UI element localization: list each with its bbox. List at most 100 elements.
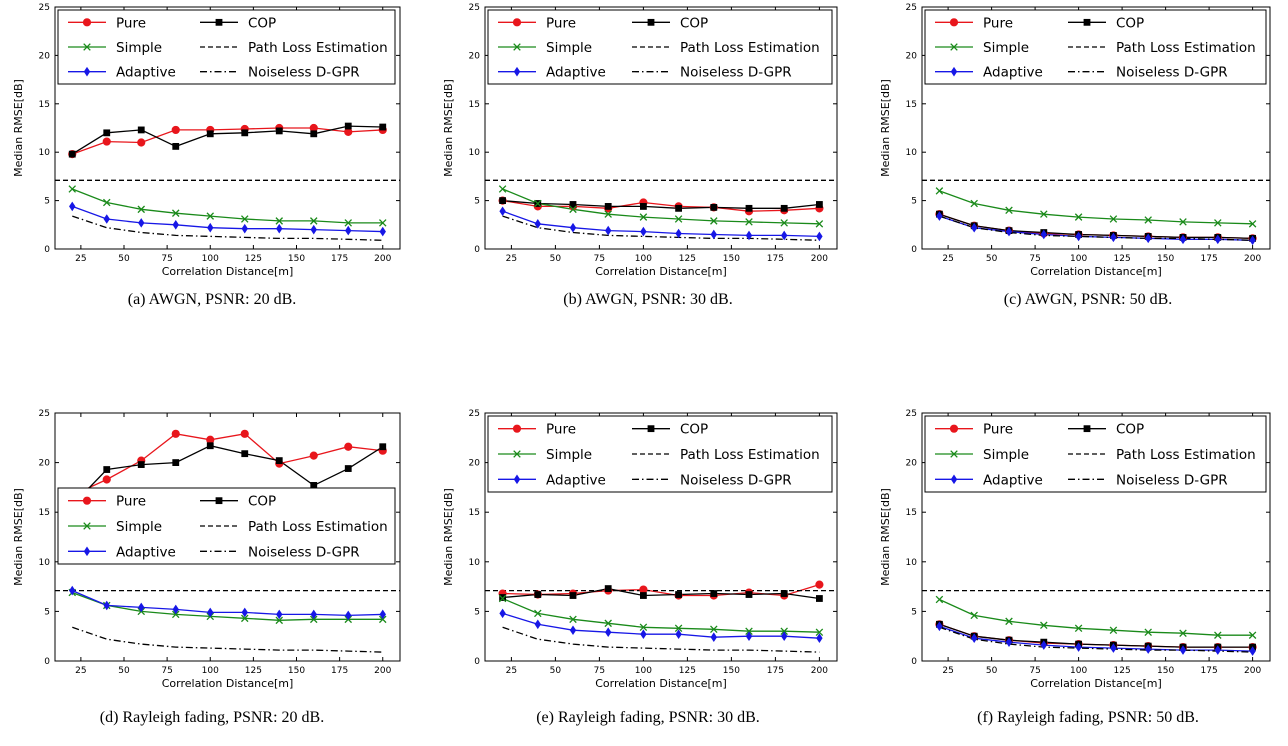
plot-frame [54,6,401,250]
series-line-cop [71,445,384,506]
data-point-adaptive [499,206,506,217]
legend: Pure COP Simple Path Loss Estimation Adaptiv… [924,9,1267,85]
x-tick-label: 200 [811,666,828,676]
x-tick-label: 150 [288,254,305,264]
x-tick-label: 175 [767,666,784,676]
data-point-cop [816,595,823,602]
y-tick-label: 0 [44,657,50,667]
data-point-cop [569,592,577,599]
y-tick-label: 10 [469,558,481,568]
x-tick-label: 25 [942,666,953,676]
data-point-adaptive [138,218,145,228]
series-line-adaptive [72,590,383,617]
legend-marker-adaptive [513,474,521,485]
series-line-simple [72,591,383,621]
data-point-cop [710,590,718,597]
data-point-adaptive [781,631,788,641]
x-tick-label: 50 [986,254,998,264]
data-point-adaptive [605,225,612,236]
y-tick-label: 10 [906,558,918,568]
x-tick-label: 200 [374,666,391,676]
legend: Pure COP Simple Path Loss Estimation Adaptiv… [57,9,396,85]
y-axis-label: Median RMSE[dB] [442,488,455,586]
series-line-adaptive [72,205,383,233]
data-point-simple [604,210,612,218]
legend-marker-pure [512,18,522,27]
data-point-simple [534,199,542,208]
series-group [922,179,1270,241]
figure-caption: (e) Rayleigh fading, PSNR: 30 dB. [536,709,760,726]
legend-label-noiseless: Noiseless D-GPR [680,472,792,488]
data-point-pure [102,137,111,146]
legend-marker-simple [513,43,521,51]
y-tick-label: 15 [39,508,50,518]
data-point-simple [1074,213,1083,221]
series-line-cop [939,623,1253,648]
legend-label-cop: COP [248,15,276,31]
data-point-cop [103,129,111,137]
data-point-pure [171,125,180,135]
data-point-cop [344,465,352,472]
data-point-cop [534,591,542,598]
legend-label-pathloss: Path Loss Estimation [248,519,388,535]
x-tick-label: 25 [506,666,517,676]
y-tick-label: 20 [39,459,51,469]
data-point-cop [344,122,352,130]
legend-marker-pure [82,496,92,505]
plot-frame [921,412,1271,662]
series-group [922,589,1270,653]
data-point-simple [1005,617,1013,626]
legend-label-pathloss: Path Loss Estimation [1116,40,1256,56]
data-point-cop [172,459,180,466]
x-axis-label: Correlation Distance[m] [162,265,294,278]
series-line-noiseless [939,215,1253,241]
data-point-adaptive [745,230,753,241]
y-tick-label: 5 [474,197,480,207]
legend-label-pure: Pure [116,15,146,31]
data-point-simple [780,627,788,635]
data-point-simple [780,219,788,227]
data-point-adaptive [640,226,647,237]
legend-label-cop: COP [248,494,276,510]
legend-label-pure: Pure [546,15,576,31]
legend-marker-cop [647,18,655,26]
data-point-simple [275,217,284,225]
legend-marker-adaptive [950,474,958,485]
data-point-adaptive [710,229,717,240]
legend-marker-cop [215,497,223,505]
data-point-adaptive [971,222,978,233]
legend-label-pure: Pure [546,422,576,438]
legend-label-cop: COP [680,422,708,438]
y-tick-label: 0 [474,245,480,255]
series-line-cop [502,587,820,600]
legend-label-pure: Pure [116,494,146,510]
x-tick-label: 25 [942,254,953,264]
data-point-adaptive [781,230,788,241]
y-axis-label: Median RMSE[dB] [879,488,892,586]
legend-label-noiseless: Noiseless D-GPR [680,65,792,81]
x-tick-label: 125 [245,254,262,264]
data-point-cop [569,201,577,208]
y-tick-label: 15 [906,508,917,518]
legend-label-noiseless: Noiseless D-GPR [248,544,360,560]
x-axis-label: Correlation Distance[m] [162,677,294,690]
data-point-cop [103,466,111,473]
data-point-adaptive [745,631,753,641]
data-point-adaptive [241,223,248,234]
data-point-cop [640,592,647,599]
legend-label-adaptive: Adaptive [546,65,606,81]
legend-marker-simple [83,522,91,530]
y-tick-label: 15 [469,508,480,518]
data-point-adaptive [1214,234,1221,245]
data-point-adaptive [276,223,283,234]
data-point-cop [675,204,682,212]
y-tick-label: 25 [469,409,480,419]
x-axis-label: Correlation Distance[m] [1030,677,1162,690]
x-tick-label: 200 [1244,254,1261,264]
legend: Pure COP Simple Path Loss Estimation Adaptiv… [57,487,396,565]
data-point-adaptive [379,226,386,237]
data-point-cop [172,142,180,150]
data-point-cop [310,482,318,489]
data-point-pure [171,429,180,438]
figure-caption: (b) AWGN, PSNR: 30 dB. [563,291,732,308]
